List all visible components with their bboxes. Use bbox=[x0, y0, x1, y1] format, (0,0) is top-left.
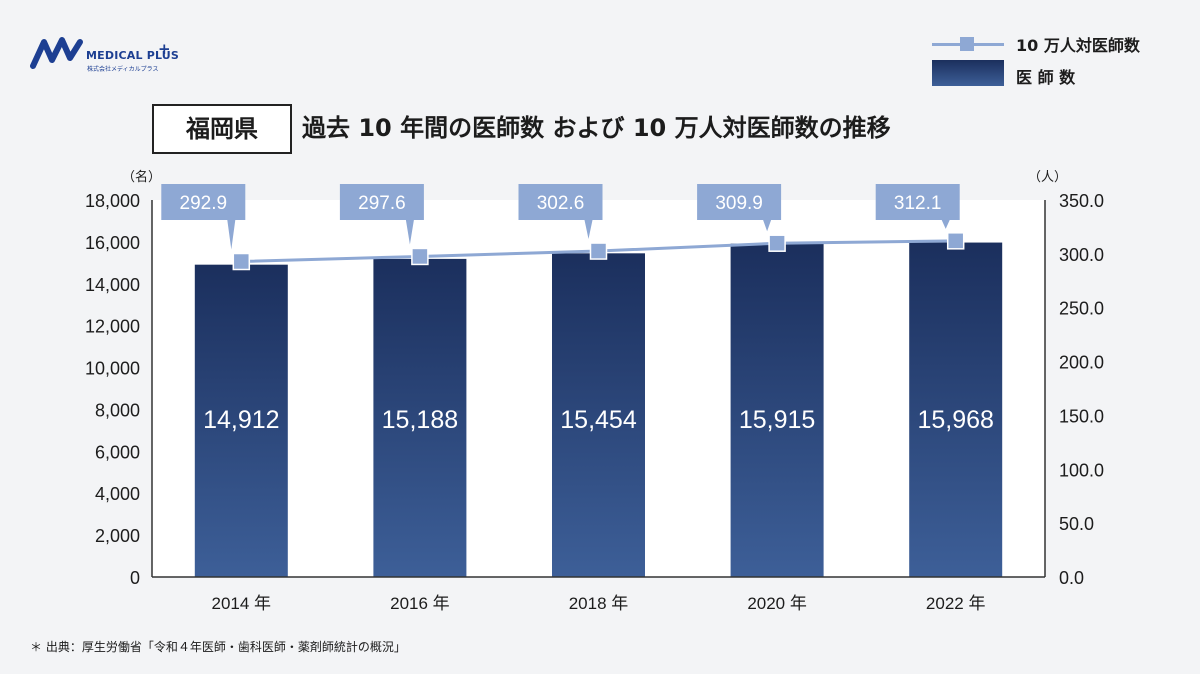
callout-box bbox=[875, 184, 960, 229]
line-value-callout: 292.9 bbox=[161, 184, 246, 250]
right-tick-label: 150.0 bbox=[1059, 406, 1104, 426]
bar-value-label: 15,915 bbox=[739, 406, 815, 434]
left-axis-unit: （名） bbox=[122, 170, 162, 185]
legend-square-marker-icon bbox=[960, 37, 974, 51]
line-point bbox=[411, 247, 429, 266]
bar-value-label: 15,454 bbox=[560, 406, 637, 434]
line-value-label: 309.9 bbox=[715, 193, 763, 214]
left-tick-label: 16,000 bbox=[85, 233, 140, 253]
x-tick-label: 2022 年 bbox=[926, 594, 986, 613]
legend-item-line bbox=[930, 32, 1170, 54]
line-value-callout: 309.9 bbox=[697, 184, 782, 232]
logo-name: MEDICAL PLUS bbox=[86, 49, 180, 62]
left-tick-label: 6,000 bbox=[95, 442, 140, 462]
callout-box bbox=[161, 184, 246, 250]
right-axis-unit: （人） bbox=[1028, 170, 1068, 185]
bar bbox=[552, 253, 645, 577]
left-tick-label: 18,000 bbox=[85, 191, 140, 211]
line-point bbox=[946, 232, 965, 250]
legend-bar-swatch bbox=[932, 60, 1004, 86]
bar-value-label: 14,912 bbox=[203, 406, 279, 434]
callout-box bbox=[697, 184, 782, 232]
line-point bbox=[589, 242, 608, 260]
left-tick-label: 14,000 bbox=[85, 275, 140, 295]
bar bbox=[194, 264, 288, 577]
left-tick-label: 10,000 bbox=[85, 359, 140, 379]
line-value-callout: 297.6 bbox=[339, 184, 424, 245]
right-tick-label: 0.0 bbox=[1059, 568, 1084, 588]
line-value-label: 292.9 bbox=[180, 193, 228, 214]
bar bbox=[909, 242, 1003, 577]
line-value-label: 312.1 bbox=[894, 193, 942, 214]
line-value-label: 297.6 bbox=[358, 193, 406, 214]
prefecture-label: 福岡県 bbox=[152, 104, 292, 154]
bar-value-label: 15,968 bbox=[917, 406, 993, 434]
right-tick-label: 100.0 bbox=[1059, 460, 1104, 480]
line-value-callout: 312.1 bbox=[875, 184, 960, 229]
x-tick-label: 2014 年 bbox=[212, 594, 272, 613]
line-point bbox=[232, 252, 251, 271]
left-tick-label: 0 bbox=[130, 568, 140, 588]
bar bbox=[373, 258, 467, 577]
chart-title: 過去 10 年間の医師数 および 10 万人対医師数の推移 bbox=[302, 114, 891, 142]
right-tick-label: 300.0 bbox=[1059, 245, 1104, 265]
left-tick-label: 2,000 bbox=[95, 526, 140, 546]
left-tick-label: 12,000 bbox=[85, 317, 140, 337]
callout-box bbox=[518, 184, 603, 240]
chart-legend: 10 万人対医師数 医 師 数 bbox=[930, 28, 1170, 92]
x-tick-label: 2016 年 bbox=[390, 594, 450, 613]
legend-label-line: 10 万人対医師数 bbox=[1016, 36, 1140, 55]
x-tick-label: 2020 年 bbox=[747, 594, 807, 613]
line-value-label: 302.6 bbox=[537, 193, 585, 214]
bar bbox=[730, 243, 824, 577]
logo-mark-icon bbox=[30, 37, 83, 69]
right-tick-label: 250.0 bbox=[1059, 299, 1104, 319]
legend-label-bar: 医 師 数 bbox=[1016, 68, 1076, 87]
line-value-callout: 302.6 bbox=[518, 184, 603, 240]
source-note: ＊ 出典：厚生労働省「令和４年医師・歯科医師・薬剤師統計の概況」 bbox=[30, 640, 406, 654]
left-tick-label: 4,000 bbox=[95, 484, 140, 504]
left-tick-label: 8,000 bbox=[95, 400, 140, 420]
right-tick-label: 200.0 bbox=[1059, 353, 1104, 373]
company-logo: MEDICAL PLUS + 株式会社メディカルプラス bbox=[30, 36, 180, 78]
callout-box bbox=[339, 184, 424, 245]
x-tick-label: 2018 年 bbox=[569, 594, 629, 613]
right-tick-label: 50.0 bbox=[1059, 514, 1094, 534]
logo-plus: + bbox=[158, 40, 171, 58]
right-tick-label: 350.0 bbox=[1059, 191, 1104, 211]
line-point bbox=[768, 234, 786, 252]
bar-value-label: 15,188 bbox=[382, 406, 458, 434]
logo-company: 株式会社メディカルプラス bbox=[87, 66, 159, 73]
